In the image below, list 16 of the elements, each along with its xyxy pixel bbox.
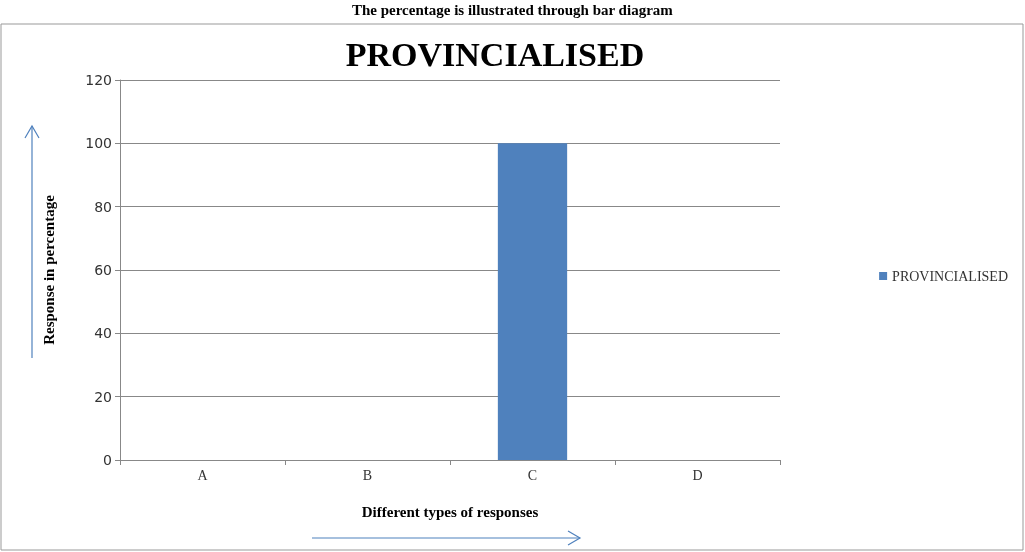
- y-tick-label: 100: [85, 135, 112, 152]
- x-tick-label: D: [692, 467, 703, 483]
- x-tick-label: B: [362, 467, 373, 483]
- y-tick-label: 120: [85, 72, 112, 88]
- x-tick-label: A: [197, 467, 209, 483]
- y-tick-label: 20: [94, 388, 112, 405]
- chart-title: PROVINCIALISED: [345, 35, 645, 73]
- y-tick-label: 40: [94, 325, 112, 342]
- y-tick-label: 0: [103, 452, 112, 468]
- legend-label: PROVINCIALISED: [892, 268, 1008, 284]
- y-tick-label: 60: [94, 262, 112, 278]
- y-tick-label: 80: [94, 198, 112, 215]
- text: The percentage is illustrated through bar diagram: [351, 1, 674, 18]
- x-tick-label: C: [527, 467, 538, 483]
- x-axis-title: Different types of responses: [361, 503, 539, 520]
- y-axis-title: Response in percentage: [40, 194, 57, 345]
